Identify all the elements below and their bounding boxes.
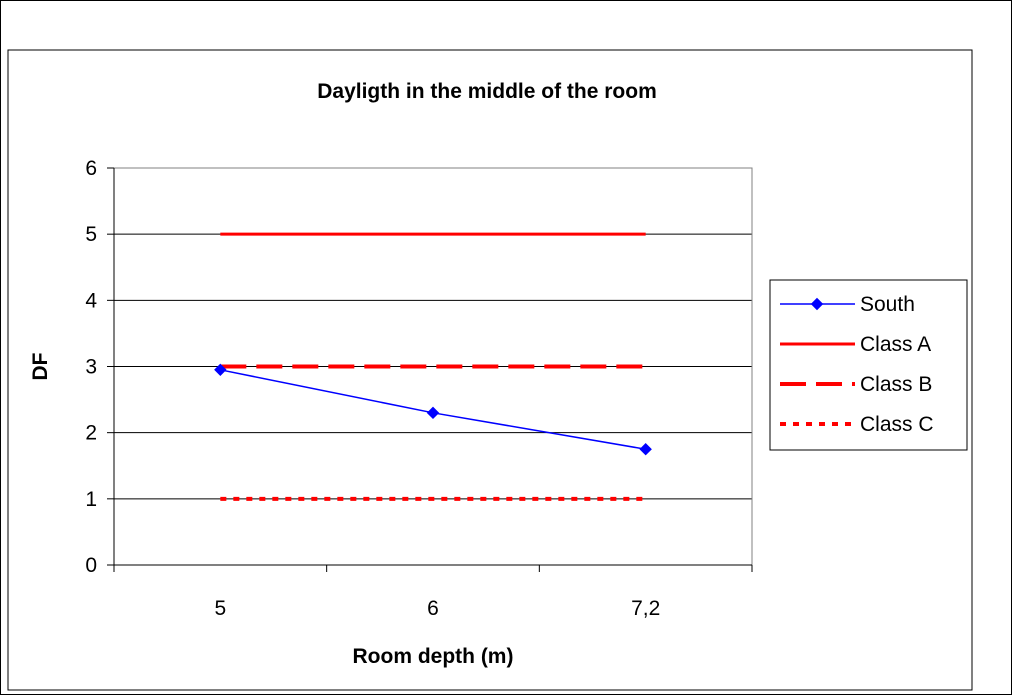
- y-axis-title: DF: [29, 352, 52, 380]
- legend: South Class A Class B Class C: [769, 279, 968, 451]
- chart-title: Dayligth in the middle of the room: [317, 80, 657, 103]
- data-point: [426, 406, 440, 420]
- x-axis-title: Room depth (m): [353, 645, 514, 668]
- y-tick-label: 6: [85, 157, 97, 180]
- axes: 0 1 2 3 4 5 6 5 6 7,2: [85, 157, 753, 620]
- legend-label: South: [860, 293, 915, 316]
- y-tick-label: 1: [85, 488, 97, 511]
- y-tick-label: 0: [85, 554, 97, 577]
- data-point: [639, 443, 652, 456]
- y-tick-label: 4: [85, 289, 97, 312]
- y-tick-label: 5: [85, 223, 97, 246]
- legend-item-class-b: Class B: [780, 373, 932, 396]
- x-tick-label: 5: [214, 597, 226, 620]
- data-point: [214, 363, 227, 377]
- y-tick-label: 3: [85, 356, 97, 379]
- x-tick-label: 7,2: [631, 597, 660, 620]
- y-tick-label: 2: [85, 422, 97, 445]
- legend-item-class-c: Class C: [780, 413, 934, 436]
- legend-label: Class A: [860, 333, 931, 356]
- legend-label: Class C: [860, 413, 934, 436]
- series-south: [214, 363, 652, 456]
- legend-marker: [810, 297, 824, 311]
- x-tick-label: 6: [427, 597, 439, 620]
- legend-item-south: South: [780, 293, 915, 316]
- legend-box: [769, 279, 968, 451]
- series-group: [214, 232, 652, 501]
- legend-item-class-a: Class A: [780, 333, 931, 356]
- legend-label: Class B: [860, 373, 932, 396]
